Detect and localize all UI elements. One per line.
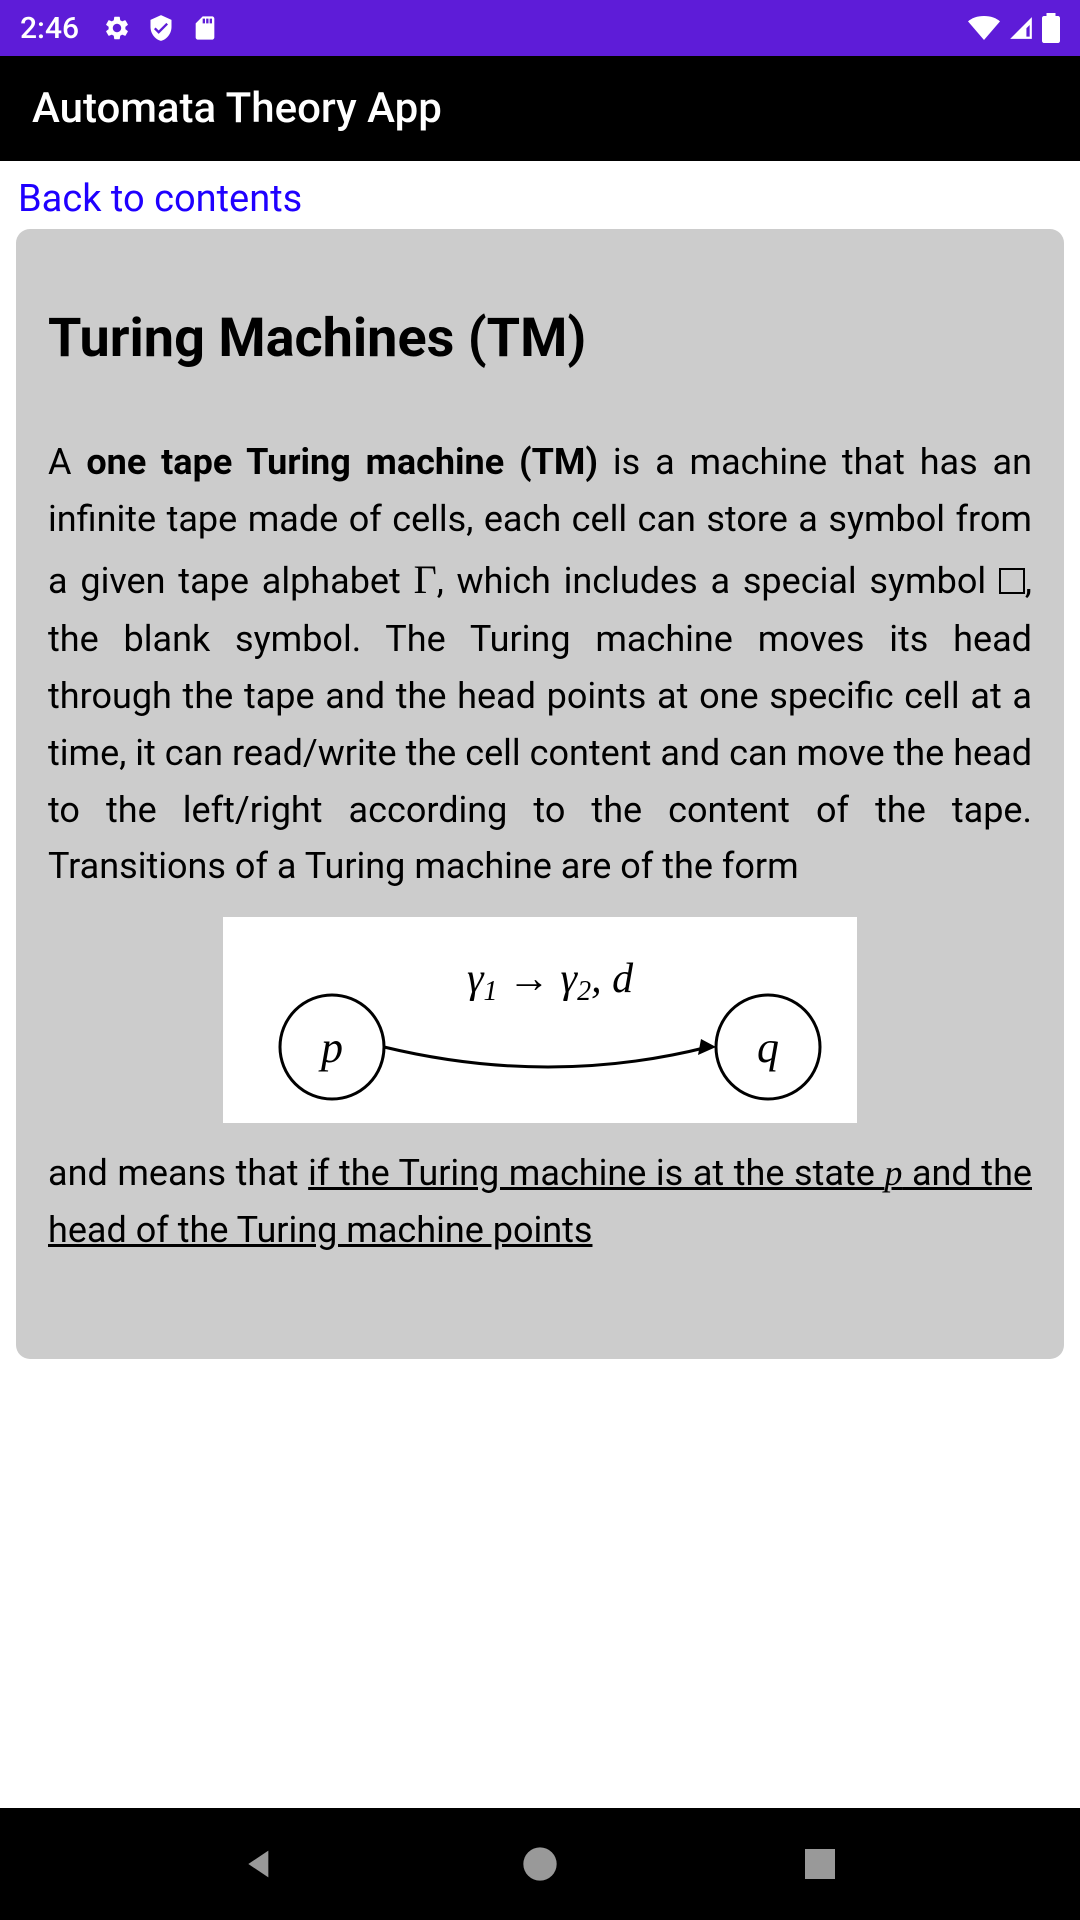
sd-card-icon — [191, 14, 219, 42]
status-bar: 2:46 — [0, 0, 1080, 56]
para1-bold: one tape Turing machine (TM) — [86, 441, 598, 483]
para2-u1: if the Turing machine is at the state — [308, 1152, 884, 1194]
wifi-icon — [968, 15, 1000, 41]
para2-pre: and means that — [48, 1152, 308, 1194]
navigation-bar — [0, 1808, 1080, 1920]
blank-symbol — [999, 568, 1025, 594]
app-bar: Automata Theory App — [0, 56, 1080, 161]
para1-mid3: , the blank symbol. The Turing machine m… — [48, 560, 1032, 888]
recents-icon[interactable] — [800, 1844, 840, 1884]
signal-icon — [1008, 15, 1034, 41]
status-left: 2:46 — [20, 11, 219, 46]
paragraph-2: and means that if the Turing machine is … — [48, 1145, 1032, 1259]
paragraph-1: A one tape Turing machine (TM) is a mach… — [48, 434, 1032, 895]
battery-icon — [1042, 13, 1060, 43]
state-q-label: q — [757, 1023, 779, 1072]
back-icon[interactable] — [240, 1844, 280, 1884]
gear-icon — [103, 14, 131, 42]
status-time: 2:46 — [20, 11, 79, 46]
svg-text:γ1 → γ2, d: γ1 → γ2, d — [467, 956, 634, 1007]
status-icons-left — [103, 14, 219, 42]
state-p-label: p — [318, 1023, 343, 1072]
shield-icon — [147, 14, 175, 42]
status-right — [968, 13, 1060, 43]
para1-mid2: , which includes a special symbol — [437, 560, 999, 602]
back-to-contents-link[interactable]: Back to contents — [0, 161, 1080, 229]
app-title: Automata Theory App — [32, 84, 442, 133]
transition-diagram: p q γ1 → γ2, d — [223, 917, 857, 1123]
gamma-symbol: Γ — [414, 557, 437, 602]
content-card: Turing Machines (TM) A one tape Turing m… — [16, 229, 1064, 1359]
para1-pre: A — [48, 441, 86, 483]
home-icon[interactable] — [520, 1844, 560, 1884]
page-heading: Turing Machines (TM) — [48, 307, 1032, 370]
para2-p: p — [884, 1153, 902, 1193]
